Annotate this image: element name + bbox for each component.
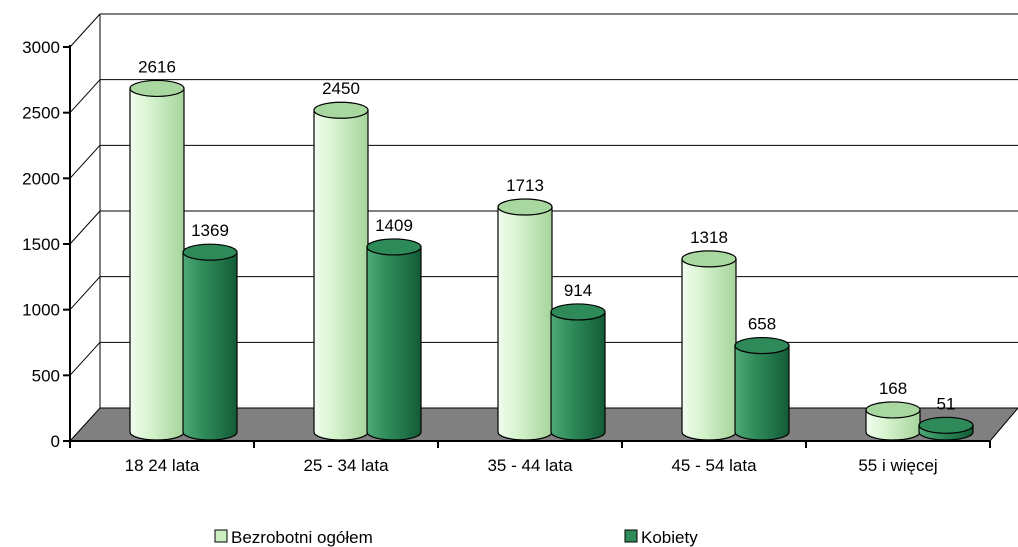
data-label: 658 xyxy=(748,315,776,334)
legend-swatch xyxy=(624,529,638,543)
data-label: 2450 xyxy=(322,79,360,98)
x-category-label: 18 24 lata xyxy=(125,456,200,475)
axis-layer: 0 500 1000 1500 2000 2500 3000 18 24 lata 25 - 3… xyxy=(22,38,991,475)
data-label: 1369 xyxy=(191,221,229,240)
bar-bezrobotni xyxy=(129,79,185,441)
bar-bezrobotni xyxy=(865,401,921,441)
x-category-label: 45 - 54 lata xyxy=(671,456,757,475)
gridline-side xyxy=(69,276,101,311)
data-label: 168 xyxy=(879,379,907,398)
data-label: 1713 xyxy=(506,176,544,195)
y-tick-label: 2000 xyxy=(22,169,60,188)
y-tick-label: 2500 xyxy=(22,104,60,123)
data-label: 1318 xyxy=(690,228,728,247)
grid-layer xyxy=(69,13,1018,408)
gridline-side xyxy=(69,341,101,376)
y-tick-label: 1500 xyxy=(22,235,60,254)
legend-label: Kobiety xyxy=(641,528,698,547)
y-tick-label: 0 xyxy=(51,432,60,451)
bar-top xyxy=(734,336,790,355)
bar-kobiety xyxy=(734,336,790,441)
bar-body xyxy=(734,344,790,441)
bar-body xyxy=(129,87,185,441)
bar-body xyxy=(497,206,553,441)
legend-item: Kobiety xyxy=(624,528,698,547)
data-label: 914 xyxy=(564,281,592,300)
bar-top xyxy=(129,79,185,98)
bar-bezrobotni xyxy=(681,250,737,441)
legend-swatch xyxy=(214,529,228,543)
x-category-label: 25 - 34 lata xyxy=(303,456,389,475)
data-label: 1409 xyxy=(375,216,413,235)
gridline-side xyxy=(69,79,101,114)
bar-bezrobotni xyxy=(313,101,369,441)
legend-label: Bezrobotni ogółem xyxy=(231,528,373,547)
bar-kobiety xyxy=(366,238,422,441)
data-labels-layer: 2616 1369 2450 1409 1713 914 1318 658 168 51 xyxy=(138,57,955,413)
bar-top xyxy=(918,416,974,434)
bar-top xyxy=(681,250,737,268)
bar-body xyxy=(550,311,606,441)
bar-top xyxy=(182,243,238,261)
bar-kobiety xyxy=(550,303,606,441)
gridline-side xyxy=(69,144,101,179)
gridline-side xyxy=(69,13,101,48)
bar-kobiety xyxy=(918,416,974,441)
bar-body xyxy=(182,251,238,441)
bar-body xyxy=(366,246,422,441)
data-label: 2616 xyxy=(138,57,176,76)
bar-top xyxy=(865,401,921,419)
x-category-label: 55 i więcej xyxy=(858,456,937,475)
y-tick-label: 3000 xyxy=(22,38,60,57)
bar-body xyxy=(313,109,369,441)
bar-bezrobotni xyxy=(497,198,553,441)
data-label: 51 xyxy=(937,394,956,413)
bar-body xyxy=(681,258,737,441)
bar-top xyxy=(550,303,606,321)
bar-top xyxy=(366,238,422,256)
gridline-side xyxy=(69,210,101,245)
x-category-label: 35 - 44 lata xyxy=(487,456,573,475)
legend-item: Bezrobotni ogółem xyxy=(214,528,373,547)
bar-top xyxy=(313,101,369,119)
bar-kobiety xyxy=(182,243,238,441)
bar-top xyxy=(497,198,553,216)
legend: Bezrobotni ogółem Kobiety xyxy=(214,528,698,547)
bars-layer xyxy=(129,79,974,441)
y-tick-label: 1000 xyxy=(22,301,60,320)
y-tick-label: 500 xyxy=(32,366,60,385)
